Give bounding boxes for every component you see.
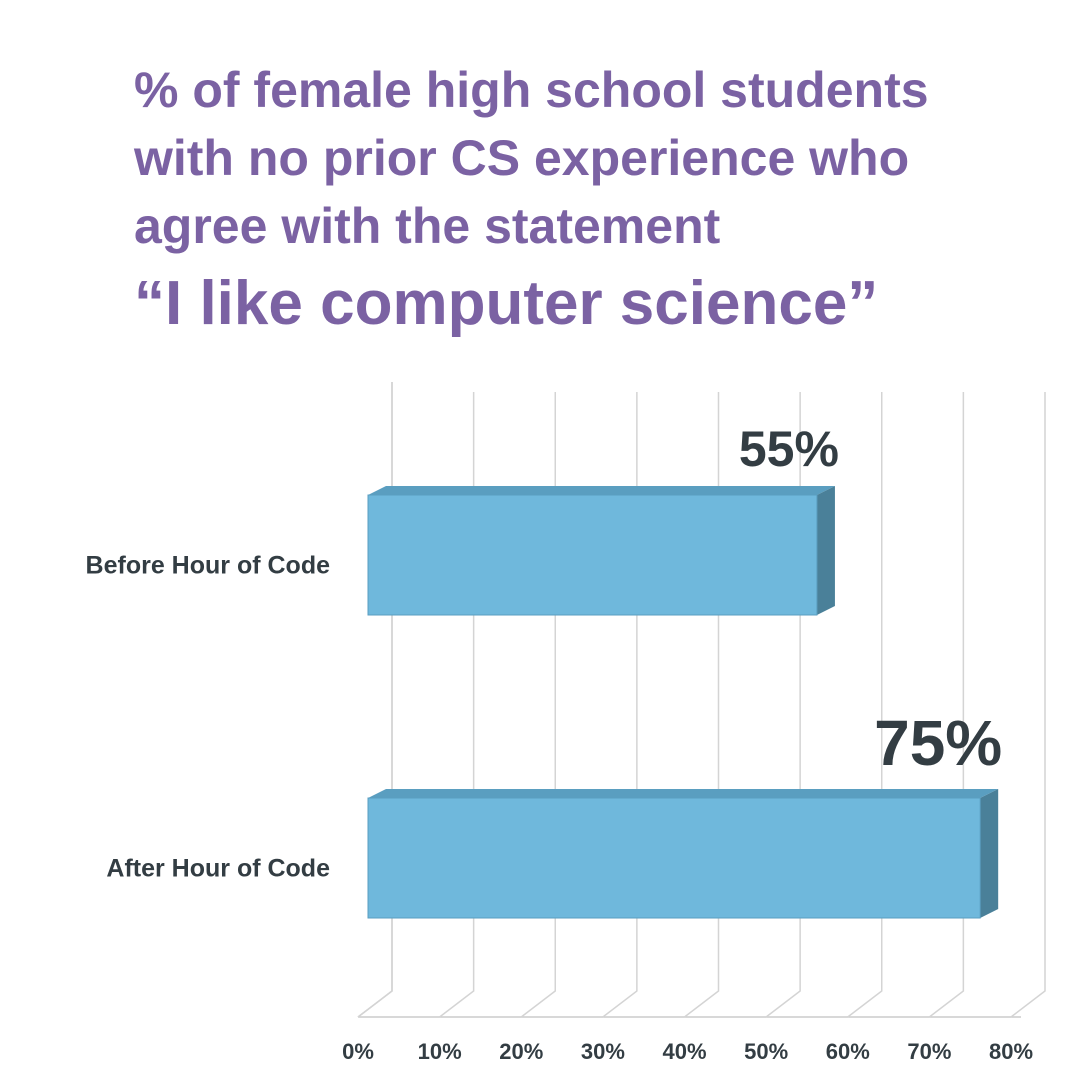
x-tick-label: 40% — [662, 1039, 706, 1064]
grid-line — [684, 392, 720, 1018]
grid-line — [357, 392, 393, 1018]
chart-title: % of female high school students with no… — [134, 62, 929, 254]
x-tick-label: 0% — [342, 1039, 374, 1064]
x-tick-label: 80% — [989, 1039, 1033, 1064]
x-tick-label: 50% — [744, 1039, 788, 1064]
chart-subtitle: “I like computer science” — [134, 269, 879, 338]
value-label: 75% — [874, 707, 1002, 779]
grid-line — [847, 392, 883, 1018]
grid-line — [928, 392, 965, 1018]
bar-top — [368, 789, 999, 798]
bar — [367, 494, 818, 616]
bar — [367, 797, 981, 919]
x-tick-label: 60% — [826, 1039, 870, 1064]
x-tick-label: 30% — [581, 1039, 625, 1064]
y-tick-label: Before Hour of Code — [86, 552, 331, 580]
axis-frame — [357, 382, 393, 1018]
grid-line — [602, 392, 638, 1018]
x-tick-label: 70% — [907, 1039, 951, 1064]
grid-line — [439, 392, 475, 1018]
x-tick-label: 20% — [499, 1039, 543, 1064]
x-tick-label: 10% — [418, 1039, 462, 1064]
grid-line — [1010, 392, 1046, 1018]
bar-side — [816, 486, 835, 615]
bar-side — [980, 789, 999, 918]
grid-line — [520, 392, 556, 1018]
value-label: 55% — [739, 421, 839, 477]
bar-top — [368, 486, 835, 495]
grid-line — [765, 392, 801, 1018]
y-tick-label: After Hour of Code — [106, 855, 330, 883]
